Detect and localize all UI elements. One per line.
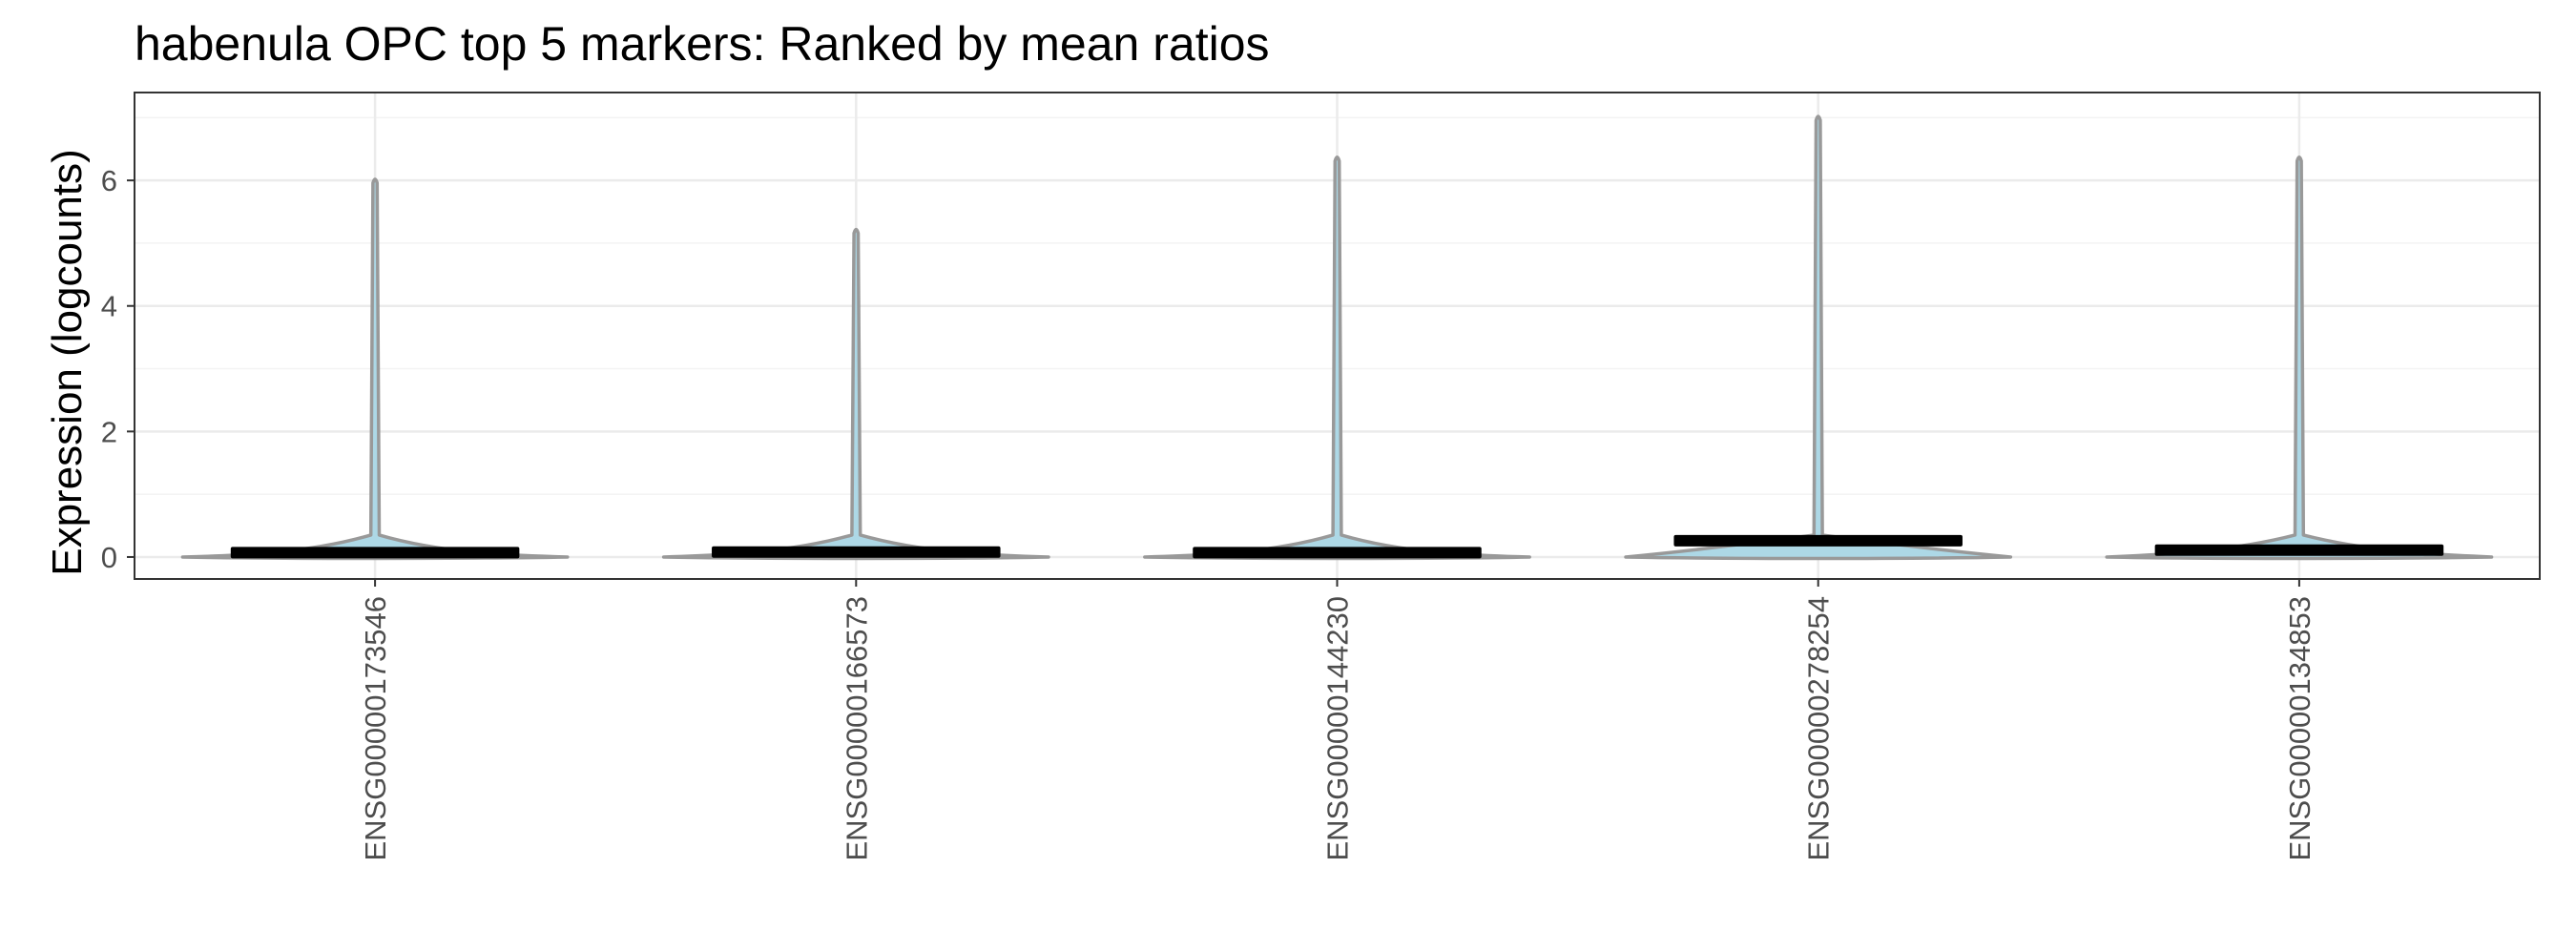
x-tick-label: ENSG00000278254 xyxy=(1802,596,1836,861)
chart-title: habenula OPC top 5 markers: Ranked by me… xyxy=(135,17,1270,71)
x-tick-label: ENSG00000166573 xyxy=(840,596,873,861)
mean-bar-ENSG00000173546 xyxy=(230,547,520,559)
x-tick-label: ENSG00000173546 xyxy=(359,596,392,861)
y-tick-label: 2 xyxy=(101,415,117,448)
mean-bar-ENSG00000134853 xyxy=(2154,544,2444,556)
y-axis: 0 2 4 6 xyxy=(101,164,135,574)
y-tick-label: 0 xyxy=(101,541,117,574)
mean-bar-ENSG00000278254 xyxy=(1673,534,1963,547)
y-tick-label: 6 xyxy=(101,164,117,197)
mean-bar-ENSG00000144230 xyxy=(1193,547,1482,559)
mean-bar-ENSG00000166573 xyxy=(712,546,1001,558)
y-axis-title: Expression (logcounts) xyxy=(44,149,91,576)
x-tick-label: ENSG00000134853 xyxy=(2283,596,2316,861)
x-tick-label: ENSG00000144230 xyxy=(1321,596,1355,861)
x-axis: ENSG00000173546 ENSG00000166573 ENSG000001… xyxy=(359,579,2316,861)
mean-bars xyxy=(230,534,2444,559)
y-tick-label: 4 xyxy=(101,290,117,323)
